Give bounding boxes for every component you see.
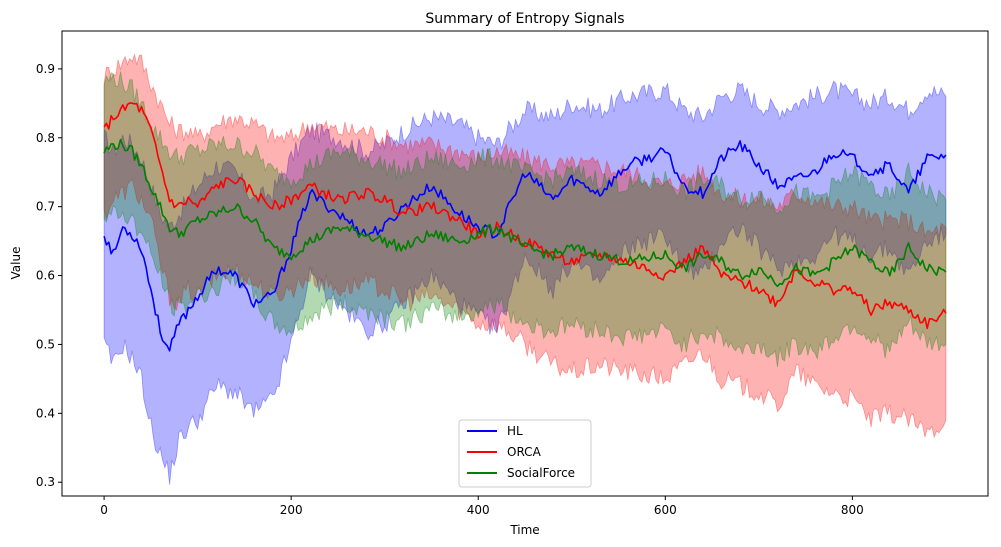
- y-axis-ticks: 0.3 0.4 0.5 0.6 0.7 0.8 0.9: [36, 62, 62, 489]
- y-axis-label: Value: [9, 247, 23, 280]
- y-tick-label: 0.3: [36, 475, 55, 489]
- legend-label-socialforce: SocialForce: [507, 466, 575, 480]
- y-tick-label: 0.4: [36, 406, 55, 420]
- line-orca: [103, 102, 947, 330]
- y-tick-label: 0.8: [36, 131, 55, 145]
- legend-label-hl: HL: [507, 424, 523, 438]
- legend: HL ORCA SocialForce: [458, 419, 592, 488]
- y-tick-label: 0.7: [36, 200, 55, 214]
- x-tick-label: 800: [841, 503, 864, 517]
- x-tick-label: 600: [654, 503, 677, 517]
- legend-box: [458, 419, 592, 488]
- plot-frame: [61, 30, 989, 497]
- x-tick-label: 400: [467, 503, 490, 517]
- band-hl: [103, 80, 947, 485]
- y-tick-label: 0.9: [36, 62, 55, 76]
- y-tick-label: 0.6: [36, 269, 55, 283]
- legend-label-orca: ORCA: [507, 445, 542, 459]
- band-socialforce: [103, 71, 947, 368]
- y-tick-label: 0.5: [36, 337, 55, 351]
- series-lines: [103, 102, 947, 352]
- line-socialforce: [103, 138, 947, 288]
- x-tick-label: 0: [100, 503, 108, 517]
- x-axis-ticks: 0 200 400 600 800: [100, 496, 864, 517]
- x-tick-label: 200: [280, 503, 303, 517]
- chart-title: Summary of Entropy Signals: [425, 11, 624, 27]
- x-axis-label: Time: [509, 523, 539, 537]
- line-hl: [103, 140, 947, 352]
